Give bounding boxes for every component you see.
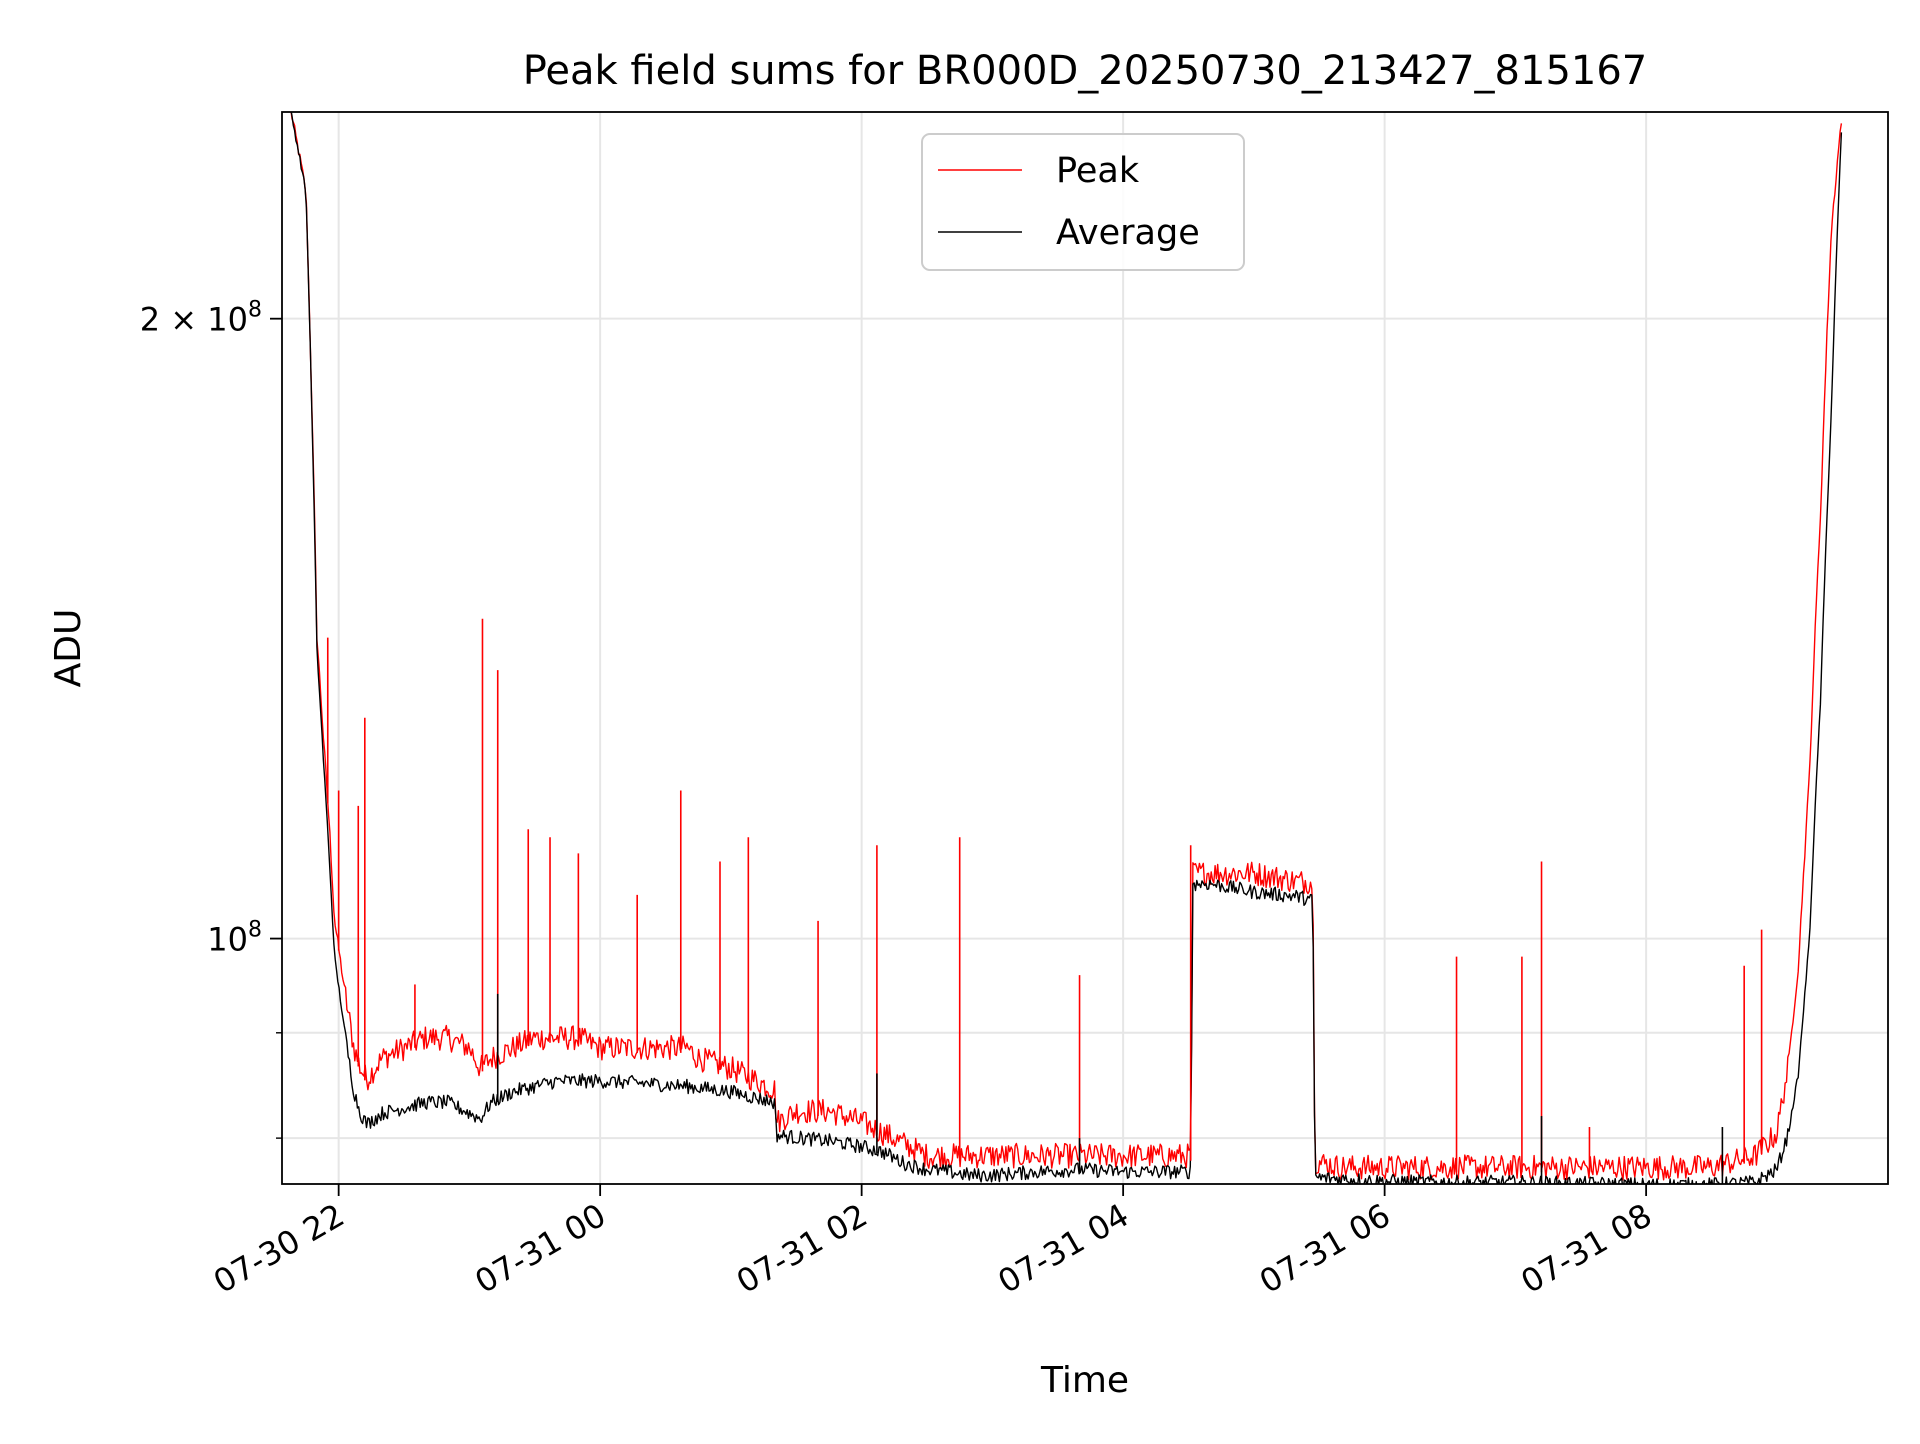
y-axis: 108 2 × 108 (140, 298, 282, 1139)
x-tick-label: 07-31 04 (992, 1196, 1136, 1301)
x-axis: 07-30 22 07-31 00 07-31 02 07-31 04 07-31 06… (207, 1184, 1658, 1301)
legend: Peak Average (921, 133, 1245, 271)
plot-frame (281, 111, 1889, 1185)
chart-title: Peak field sums for BR000D_20250730_2134… (523, 48, 1648, 94)
series-line-peak (290, 112, 1843, 1181)
x-tick-label: 07-31 02 (730, 1196, 874, 1301)
grid (282, 112, 1888, 1184)
x-tick-label: 07-31 00 (469, 1196, 613, 1301)
x-tick-label: 07-30 22 (207, 1196, 351, 1301)
y-axis-label: ADU (48, 609, 89, 688)
x-tick-label: 07-31 08 (1515, 1196, 1659, 1301)
legend-label-average: Average (1056, 213, 1200, 253)
x-axis-label: Time (1040, 1360, 1129, 1401)
series-layer (290, 112, 1843, 1184)
y-tick-label: 108 (207, 918, 262, 959)
legend-label-peak: Peak (1056, 151, 1140, 191)
y-tick-label: 2 × 108 (140, 298, 262, 339)
legend-box (921, 133, 1245, 271)
x-tick-label: 07-31 06 (1253, 1196, 1397, 1301)
